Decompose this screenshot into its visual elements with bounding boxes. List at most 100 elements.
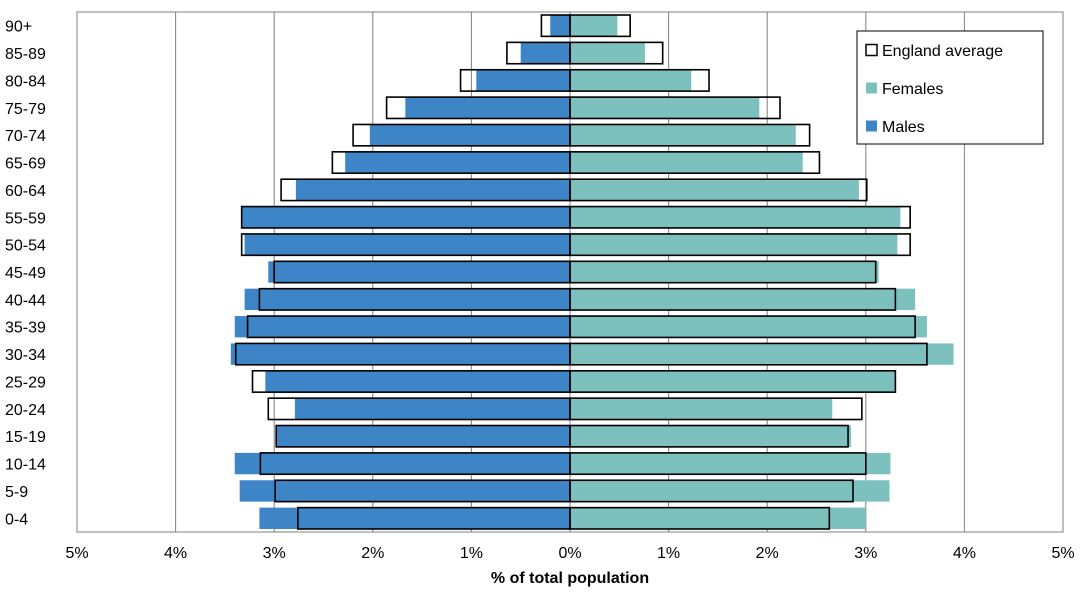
england-average-bars — [234, 14, 928, 530]
x-axis-tick-labels: 5% 4% 3% 2% 1% 0% 1% 2% 3% 4% 5% — [65, 545, 1074, 562]
female-bar — [570, 233, 898, 256]
england-average-female-bar — [569, 68, 710, 92]
male-bars — [230, 15, 571, 529]
y-tick-label: 75-79 — [5, 101, 46, 118]
male-bar — [234, 452, 570, 475]
male-bar — [268, 261, 570, 283]
female-bar — [570, 206, 901, 228]
male-bar — [276, 425, 570, 447]
england-average-female-bar — [569, 260, 877, 284]
y-tick-label: 20-24 — [5, 402, 46, 419]
y-tick-label: 50-54 — [5, 238, 46, 255]
england-average-female-bar — [569, 233, 911, 257]
y-tick-label: 35-39 — [5, 320, 46, 337]
y-tick-label: 85-89 — [5, 46, 46, 63]
female-bar — [570, 15, 618, 37]
x-tick-label: 3% — [854, 545, 877, 562]
england-average-female-bar — [569, 96, 781, 120]
x-tick-label: 1% — [657, 545, 680, 562]
x-tick-label: 4% — [953, 545, 976, 562]
legend-swatch-males — [866, 120, 877, 132]
female-bar — [570, 398, 833, 420]
england-average-female-bar — [569, 315, 916, 339]
y-tick-label: 40-44 — [5, 292, 46, 309]
england-average-female-bar — [569, 151, 821, 175]
female-bar — [570, 370, 896, 393]
legend-label-england-average: England average — [882, 43, 1003, 60]
female-bar — [570, 261, 879, 283]
england-average-female-bar — [569, 424, 849, 448]
male-bar — [230, 343, 571, 365]
x-tick-label: 1% — [460, 545, 483, 562]
male-bar — [294, 398, 570, 420]
england-average-female-bar — [569, 506, 831, 530]
male-bar — [550, 15, 570, 37]
male-bar — [234, 316, 570, 338]
legend-swatch-england-average — [865, 43, 878, 57]
england-average-female-bar — [569, 479, 854, 503]
male-bar — [295, 179, 570, 201]
y-tick-label: 45-49 — [5, 265, 46, 282]
x-tick-label: 2% — [756, 545, 779, 562]
female-bar — [570, 151, 803, 174]
x-tick-label: 2% — [361, 545, 384, 562]
male-bar — [345, 151, 570, 174]
female-bar — [570, 452, 891, 475]
female-bar — [570, 42, 645, 64]
legend-label-males: Males — [882, 119, 925, 136]
male-bar — [405, 97, 570, 119]
legend-swatch-females — [866, 82, 877, 94]
female-bar — [570, 343, 954, 365]
male-bar — [369, 124, 570, 146]
female-bar — [570, 69, 692, 92]
female-bar — [570, 97, 760, 119]
y-tick-label: 30-34 — [5, 347, 46, 364]
x-tick-label: 0% — [558, 545, 581, 562]
england-average-female-bar — [569, 452, 867, 476]
england-average-female-bar — [569, 369, 897, 393]
male-bar — [244, 288, 570, 311]
male-bar — [265, 370, 570, 393]
legend-label-females: Females — [882, 81, 943, 98]
y-tick-label: 60-64 — [5, 183, 46, 200]
male-bar — [259, 507, 570, 529]
female-bar — [570, 480, 890, 502]
female-bar — [570, 425, 852, 447]
y-tick-label: 25-29 — [5, 374, 46, 391]
y-axis-tick-labels: 0-4 5-9 10-14 15-19 20-24 25-29 30-34 35-39 40-4… — [5, 19, 46, 529]
x-tick-label: 4% — [164, 545, 187, 562]
female-bar — [570, 179, 859, 201]
x-tick-label: 5% — [65, 545, 88, 562]
y-tick-label: 90+ — [5, 19, 32, 36]
y-tick-label: 15-19 — [5, 429, 46, 446]
y-tick-label: 65-69 — [5, 156, 46, 173]
england-average-female-bar — [569, 205, 911, 229]
male-bar — [241, 206, 571, 228]
male-bar — [244, 233, 570, 256]
x-tick-label: 3% — [263, 545, 286, 562]
female-bar — [570, 507, 866, 529]
y-tick-label: 5-9 — [5, 484, 28, 501]
england-average-female-bar — [569, 14, 631, 38]
female-bar — [570, 316, 927, 338]
y-tick-label: 10-14 — [5, 457, 46, 474]
x-axis-title: % of total population — [491, 570, 649, 587]
england-average-female-bar — [569, 123, 811, 147]
england-average-female-bar — [569, 397, 863, 421]
y-tick-label: 55-59 — [5, 210, 46, 227]
england-average-female-bar — [569, 287, 897, 311]
female-bars — [570, 15, 954, 529]
y-tick-label: 0-4 — [5, 511, 28, 528]
female-bar — [570, 288, 916, 311]
england-average-female-bar — [569, 41, 664, 65]
male-bar — [239, 480, 570, 502]
female-bar — [570, 124, 796, 146]
y-tick-label: 80-84 — [5, 73, 46, 90]
legend: England average Females Males — [856, 30, 1044, 145]
male-bar — [520, 42, 570, 64]
y-tick-label: 70-74 — [5, 128, 46, 145]
male-bar — [476, 69, 570, 92]
england-average-female-bar — [569, 342, 928, 366]
x-tick-label: 5% — [1051, 545, 1074, 562]
